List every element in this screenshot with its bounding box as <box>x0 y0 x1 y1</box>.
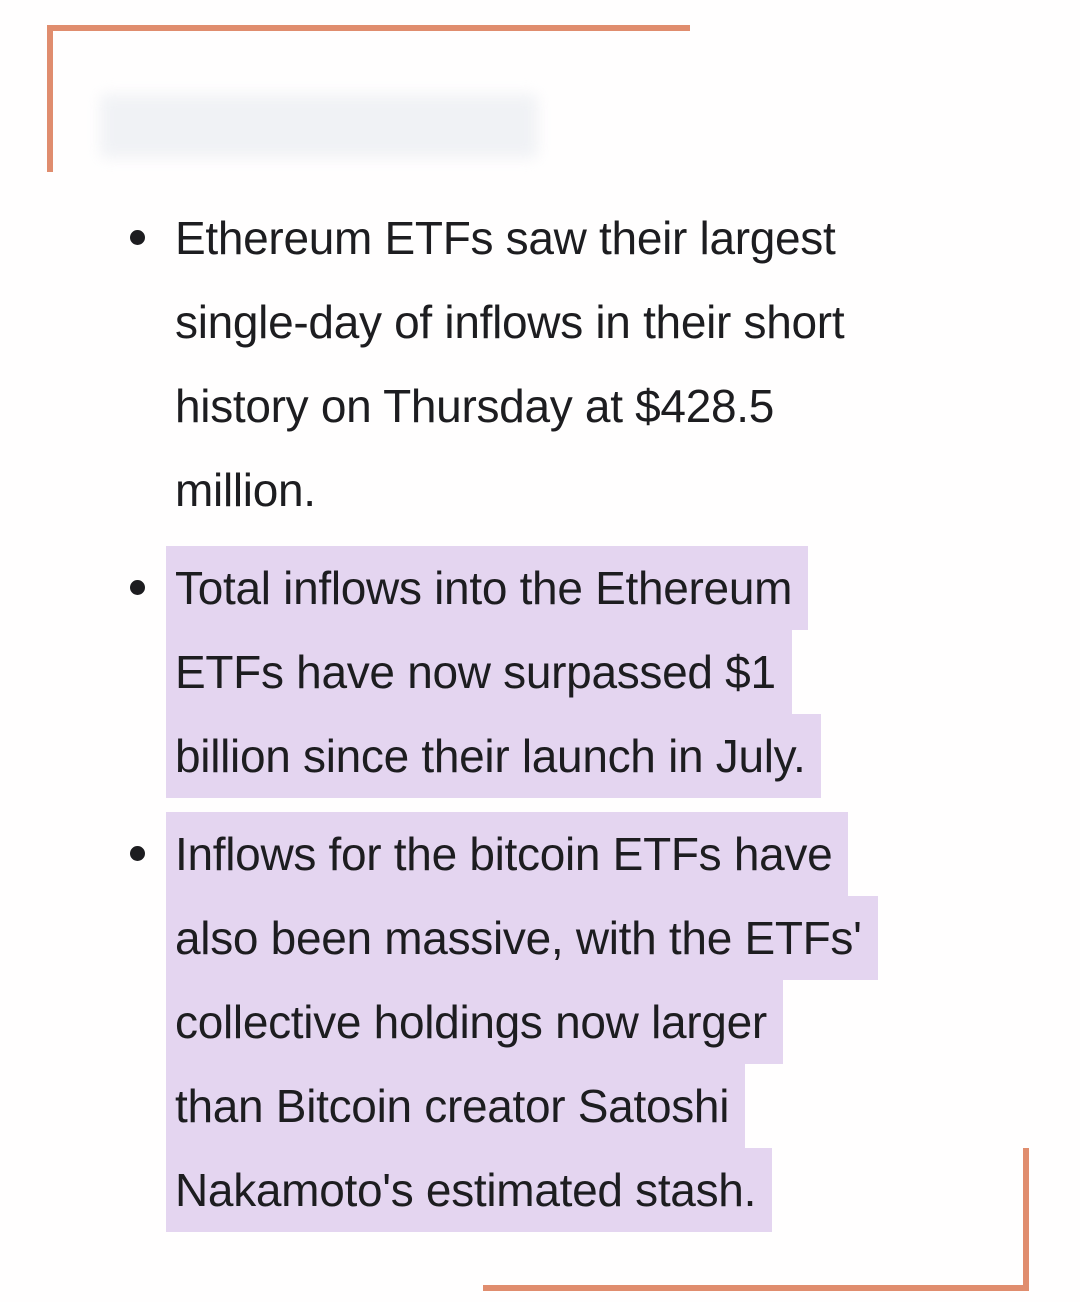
bullet-2-line-2: ETFs have now surpassed $1 <box>166 630 1030 714</box>
bottom-right-corner-bracket <box>483 1148 1029 1291</box>
bullet-text-block: Inflows for the bitcoin ETFs have also b… <box>166 812 1030 1232</box>
bullet-marker-icon <box>130 580 145 595</box>
bullet-marker-icon <box>130 230 145 245</box>
bullet-text: history on Thursday at $428.5 <box>175 380 775 432</box>
bullet-list: Ethereum ETFs saw their largest single-d… <box>130 196 1030 1246</box>
highlighted-text: Inflows for the bitcoin ETFs have <box>166 812 849 896</box>
bullet-1-line-3: history on Thursday at $428.5 <box>175 364 1030 448</box>
bullet-3-line-1: Inflows for the bitcoin ETFs have <box>166 812 1030 896</box>
highlighted-text: Nakamoto's estimated stash. <box>166 1148 773 1232</box>
bullet-3-line-4: than Bitcoin creator Satoshi <box>166 1064 1030 1148</box>
bullet-3-line-5: Nakamoto's estimated stash. <box>166 1148 1030 1232</box>
bullet-text: million. <box>175 464 316 516</box>
bullet-text-block: Total inflows into the Ethereum ETFs hav… <box>166 546 1030 798</box>
highlighted-text: billion since their launch in July. <box>166 714 822 798</box>
highlighted-text: ETFs have now surpassed $1 <box>166 630 792 714</box>
bullet-marker-icon <box>130 846 145 861</box>
bullet-text: single-day of inflows in their short <box>175 296 845 348</box>
top-left-corner-bracket <box>47 25 690 172</box>
bullet-1-line-4: million. <box>175 448 1030 532</box>
bullet-item-bitcoin-inflows: Inflows for the bitcoin ETFs have also b… <box>130 812 1030 1232</box>
bullet-2-line-1: Total inflows into the Ethereum <box>166 546 1030 630</box>
highlighted-text: Total inflows into the Ethereum <box>166 546 809 630</box>
bullet-text: Ethereum ETFs saw their largest <box>175 212 836 264</box>
bullet-item-ethereum-inflows: Ethereum ETFs saw their largest single-d… <box>130 196 1030 532</box>
bullet-item-total-inflows: Total inflows into the Ethereum ETFs hav… <box>130 546 1030 798</box>
bullet-1-line-1: Ethereum ETFs saw their largest <box>175 196 1030 280</box>
highlighted-text: also been massive, with the ETFs' <box>166 896 878 980</box>
bullet-3-line-3: collective holdings now larger <box>166 980 1030 1064</box>
bullet-text-block: Ethereum ETFs saw their largest single-d… <box>175 196 1030 532</box>
bullet-1-line-2: single-day of inflows in their short <box>175 280 1030 364</box>
bullet-2-line-3: billion since their launch in July. <box>166 714 1030 798</box>
blurred-title-block <box>100 94 538 158</box>
highlighted-text: than Bitcoin creator Satoshi <box>166 1064 746 1148</box>
highlighted-text: collective holdings now larger <box>166 980 783 1064</box>
bullet-3-line-2: also been massive, with the ETFs' <box>166 896 1030 980</box>
